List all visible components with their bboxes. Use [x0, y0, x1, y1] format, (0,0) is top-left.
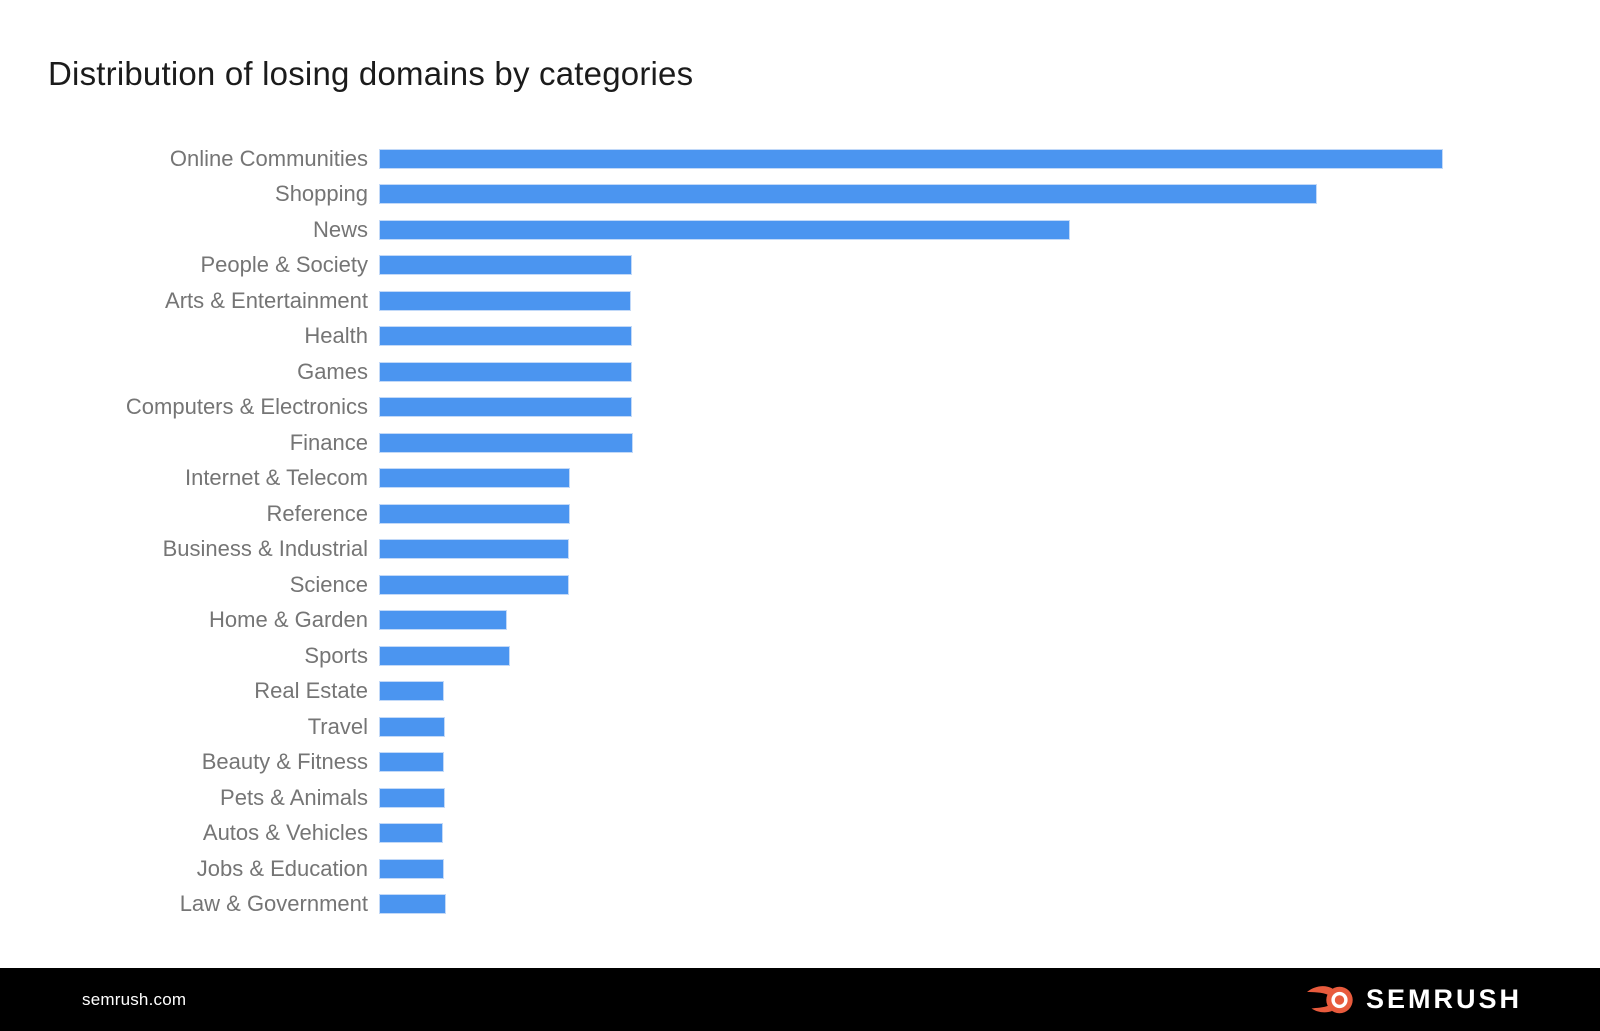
- bar-track: [380, 859, 1600, 878]
- bar: [380, 185, 1316, 204]
- chart-row: Travel: [0, 709, 1600, 745]
- category-label: Home & Garden: [209, 607, 368, 633]
- bar-track: [380, 540, 1600, 559]
- category-label: Travel: [307, 713, 368, 739]
- category-label: People & Society: [200, 252, 368, 278]
- chart-row: Computers & Electronics: [0, 390, 1600, 426]
- chart-row: Autos & Vehicles: [0, 816, 1600, 852]
- bar-track: [380, 682, 1600, 701]
- chart-row: Arts & Entertainment: [0, 283, 1600, 319]
- bar-track: [380, 185, 1600, 204]
- category-label: Games: [297, 358, 368, 384]
- bar: [380, 256, 631, 275]
- bar: [380, 717, 444, 736]
- bar-track: [380, 504, 1600, 523]
- bar: [380, 753, 443, 772]
- bar-track: [380, 362, 1600, 381]
- bar: [380, 540, 568, 559]
- bar: [380, 220, 1069, 239]
- page-title: Distribution of losing domains by catego…: [48, 55, 694, 92]
- chart-row: Jobs & Education: [0, 851, 1600, 887]
- bar: [380, 327, 631, 346]
- bar-track: [380, 788, 1600, 807]
- category-label: Computers & Electronics: [125, 394, 368, 420]
- bar-track: [380, 824, 1600, 843]
- chart-row: Games: [0, 354, 1600, 390]
- bar-track: [380, 398, 1600, 417]
- chart-row: Science: [0, 567, 1600, 603]
- bar: [380, 469, 569, 488]
- category-label: Business & Industrial: [162, 536, 368, 562]
- bar-track: [380, 646, 1600, 665]
- bar-track: [380, 327, 1600, 346]
- bar-track: [380, 220, 1600, 239]
- bar-track: [380, 575, 1600, 594]
- category-label: Online Communities: [169, 145, 368, 171]
- chart-row: Pets & Animals: [0, 780, 1600, 816]
- category-label: Health: [304, 323, 368, 349]
- bar: [380, 398, 631, 417]
- chart-row: Online Communities: [0, 141, 1600, 177]
- category-label: Internet & Telecom: [184, 465, 368, 491]
- category-label: Science: [289, 571, 368, 597]
- chart-row: Business & Industrial: [0, 532, 1600, 568]
- bar: [380, 433, 632, 452]
- bar-track: [380, 149, 1600, 168]
- bar: [380, 788, 444, 807]
- category-label: Autos & Vehicles: [202, 820, 368, 846]
- bar: [380, 646, 509, 665]
- category-label: Law & Government: [179, 891, 368, 917]
- category-label: Jobs & Education: [196, 855, 368, 881]
- chart-row: Finance: [0, 425, 1600, 461]
- chart-row: Home & Garden: [0, 603, 1600, 639]
- bar: [380, 362, 631, 381]
- bar-track: [380, 895, 1600, 914]
- semrush-wordmark: SEMRUSH: [1365, 984, 1522, 1014]
- chart-row: Reference: [0, 496, 1600, 532]
- category-label: Real Estate: [254, 678, 368, 704]
- bar: [380, 504, 569, 523]
- chart-row: Law & Government: [0, 887, 1600, 923]
- category-label: Sports: [304, 642, 368, 668]
- bar: [380, 149, 1442, 168]
- bar: [380, 895, 445, 914]
- category-label: Beauty & Fitness: [201, 749, 368, 775]
- semrush-flame-icon: [1306, 985, 1353, 1013]
- category-label: Arts & Entertainment: [165, 287, 368, 313]
- chart-row: Real Estate: [0, 674, 1600, 710]
- category-label: Finance: [289, 429, 368, 455]
- bar-chart: Online Communities Shopping News People & S…: [0, 141, 1600, 922]
- footer-site-url: semrush.com: [82, 989, 187, 1009]
- bar: [380, 824, 442, 843]
- bar: [380, 859, 443, 878]
- category-label: Pets & Animals: [220, 784, 368, 810]
- bar-track: [380, 753, 1600, 772]
- chart-row: News: [0, 212, 1600, 248]
- category-label: News: [312, 216, 368, 242]
- bar: [380, 682, 443, 701]
- chart-row: Shopping: [0, 177, 1600, 213]
- footer-bar: semrush.com SEMRUSH: [0, 968, 1600, 1031]
- category-label: Shopping: [275, 181, 368, 207]
- category-label: Reference: [266, 500, 368, 526]
- bar-track: [380, 291, 1600, 310]
- semrush-logo: SEMRUSH: [1306, 981, 1522, 1019]
- chart-row: People & Society: [0, 248, 1600, 284]
- bar-track: [380, 717, 1600, 736]
- chart-row: Health: [0, 319, 1600, 355]
- bar-track: [380, 611, 1600, 630]
- bar-track: [380, 256, 1600, 275]
- chart-row: Sports: [0, 638, 1600, 674]
- bar: [380, 611, 506, 630]
- bar: [380, 575, 568, 594]
- bar-track: [380, 433, 1600, 452]
- bar-track: [380, 469, 1600, 488]
- chart-row: Internet & Telecom: [0, 461, 1600, 497]
- chart-row: Beauty & Fitness: [0, 745, 1600, 781]
- bar: [380, 291, 630, 310]
